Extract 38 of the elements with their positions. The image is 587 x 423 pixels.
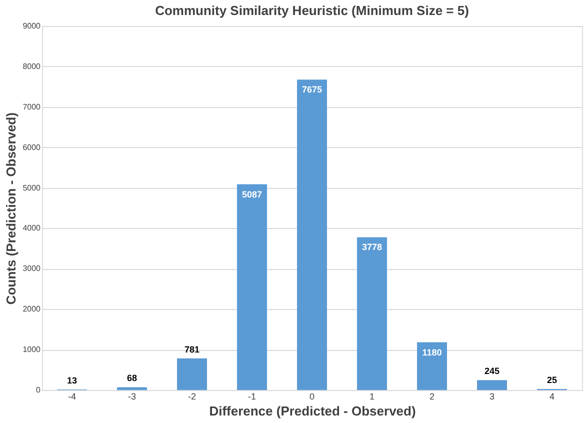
bar [117,387,147,390]
bar [357,237,387,390]
y-tick-label: 0 [36,386,42,394]
data-label: 245 [484,366,500,376]
chart-title: Community Similarity Heuristic (Minimum Size = 5) [155,3,469,18]
x-tick-label: 1 [369,392,375,402]
data-label: 68 [126,373,138,384]
x-axis-title: Difference (Predicted - Observed) [209,404,416,418]
x-tick-label: 3 [489,392,495,402]
bar [297,80,327,390]
y-tick-label: 1000 [22,345,42,354]
x-tick-label: 0 [309,392,315,402]
y-tick-label: 2000 [22,304,42,314]
data-label: 1180 [422,347,442,358]
y-tick-label: 6000 [22,142,42,152]
x-tick-label: -2 [188,392,196,402]
x-tick-label: -4 [68,392,76,402]
data-label: 781 [184,344,200,354]
data-label: 25 [546,374,558,385]
data-label: 3778 [362,242,382,252]
y-tick-label: 3000 [22,264,42,274]
bar [477,380,507,390]
x-tick-label: -1 [248,392,256,402]
data-label: 13 [66,375,78,386]
data-label: 5087 [242,189,262,200]
bar [417,342,447,390]
y-tick-label: 7000 [22,102,42,112]
y-tick-label: 9000 [22,22,42,30]
x-tick-label: 2 [429,392,435,402]
bar [177,358,207,390]
data-label: 7675 [302,84,322,95]
y-tick-label: 5000 [22,183,42,192]
x-tick-label: 4 [549,392,555,402]
bar [237,184,267,390]
y-tick-label: 4000 [22,224,42,233]
x-tick-label: -3 [128,392,136,402]
y-axis-title: Counts (Prediction - Observed) [4,112,19,305]
y-tick-label: 8000 [22,62,42,71]
